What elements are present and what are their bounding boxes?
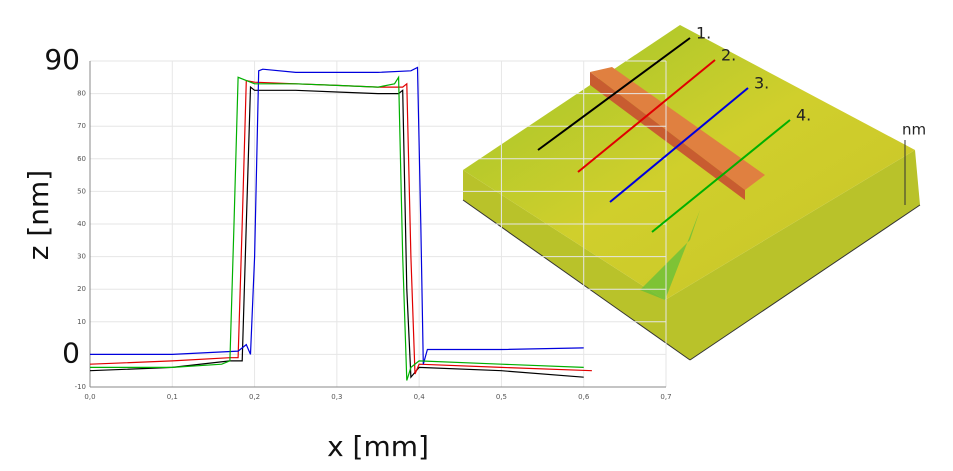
x-tick-label: 0,6 bbox=[578, 393, 590, 401]
x-tick-label: 0,2 bbox=[249, 393, 260, 401]
surface-profile bbox=[577, 59, 716, 173]
y-tick-label: 70 bbox=[77, 122, 86, 130]
x-axis-title: x [mm] bbox=[327, 430, 429, 463]
y-tick-label: 80 bbox=[77, 90, 86, 98]
surface-bar bbox=[590, 67, 765, 190]
surface-feature bbox=[640, 210, 700, 300]
surface-top bbox=[463, 25, 915, 300]
surface-label: 1. bbox=[696, 24, 711, 43]
surface-profile bbox=[609, 87, 749, 203]
surface-label: 3. bbox=[754, 74, 769, 93]
x-tick-label: 0,4 bbox=[414, 393, 426, 401]
y-axis-title: z [nm] bbox=[22, 170, 55, 260]
line-series bbox=[90, 66, 584, 365]
y-tick-label: 40 bbox=[77, 220, 86, 228]
base-edge bbox=[689, 204, 921, 361]
line-series bbox=[89, 85, 584, 379]
y-tick-label: 60 bbox=[77, 155, 86, 163]
surface-profile bbox=[651, 119, 791, 233]
y-tick-label: 0 bbox=[62, 336, 80, 369]
base-edge bbox=[462, 199, 691, 361]
x-tick-label: 0,0 bbox=[84, 393, 95, 401]
y-tick-label: 90 bbox=[44, 43, 80, 76]
x-tick-label: 0,7 bbox=[660, 393, 671, 401]
y-tick-label: 30 bbox=[77, 253, 86, 261]
surface-render bbox=[462, 25, 921, 361]
surface-label: 4. bbox=[796, 106, 811, 125]
y-tick-label: 20 bbox=[77, 285, 86, 293]
surface-bar-side bbox=[590, 72, 745, 200]
y-tick-label: -10 bbox=[75, 383, 86, 391]
y-tick-label: 10 bbox=[77, 318, 86, 326]
surface-label: 2. bbox=[721, 46, 736, 65]
surface-profile bbox=[537, 37, 691, 151]
x-tick-label: 0,5 bbox=[496, 393, 507, 401]
x-tick-label: 0,3 bbox=[331, 393, 342, 401]
surface-side bbox=[463, 150, 920, 360]
y-tick-label: 50 bbox=[77, 187, 86, 195]
x-tick-label: 0,1 bbox=[167, 393, 178, 401]
line-series bbox=[90, 75, 584, 381]
surface-axis-unit: nm bbox=[902, 121, 926, 139]
